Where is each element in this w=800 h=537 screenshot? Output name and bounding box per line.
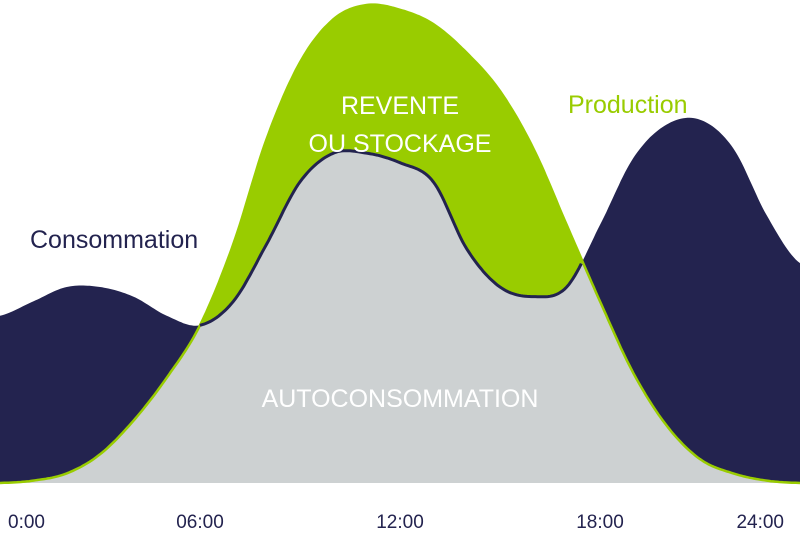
self-consumption-label: AUTOCONSOMMATION: [262, 385, 539, 413]
resale-storage-area: [0, 4, 800, 326]
x-tick-label: 18:00: [576, 512, 624, 533]
x-tick-label: 12:00: [376, 512, 424, 533]
x-tick-label: 24:00: [736, 512, 784, 533]
self-consumption-area: [0, 150, 800, 483]
x-tick-label: 06:00: [176, 512, 224, 533]
x-axis-ticks: 0:00 06:00 12:00 18:00 24:00: [8, 512, 784, 533]
resale-storage-label-line1: REVENTE: [341, 92, 459, 120]
production-series-label: Production: [568, 91, 688, 119]
consumption-series-label: Consommation: [30, 226, 198, 254]
x-tick-label: 0:00: [8, 512, 45, 533]
production-line: [0, 3, 800, 485]
resale-storage-label-line2: OU STOCKAGE: [309, 130, 492, 158]
consumption-line: [199, 149, 583, 327]
